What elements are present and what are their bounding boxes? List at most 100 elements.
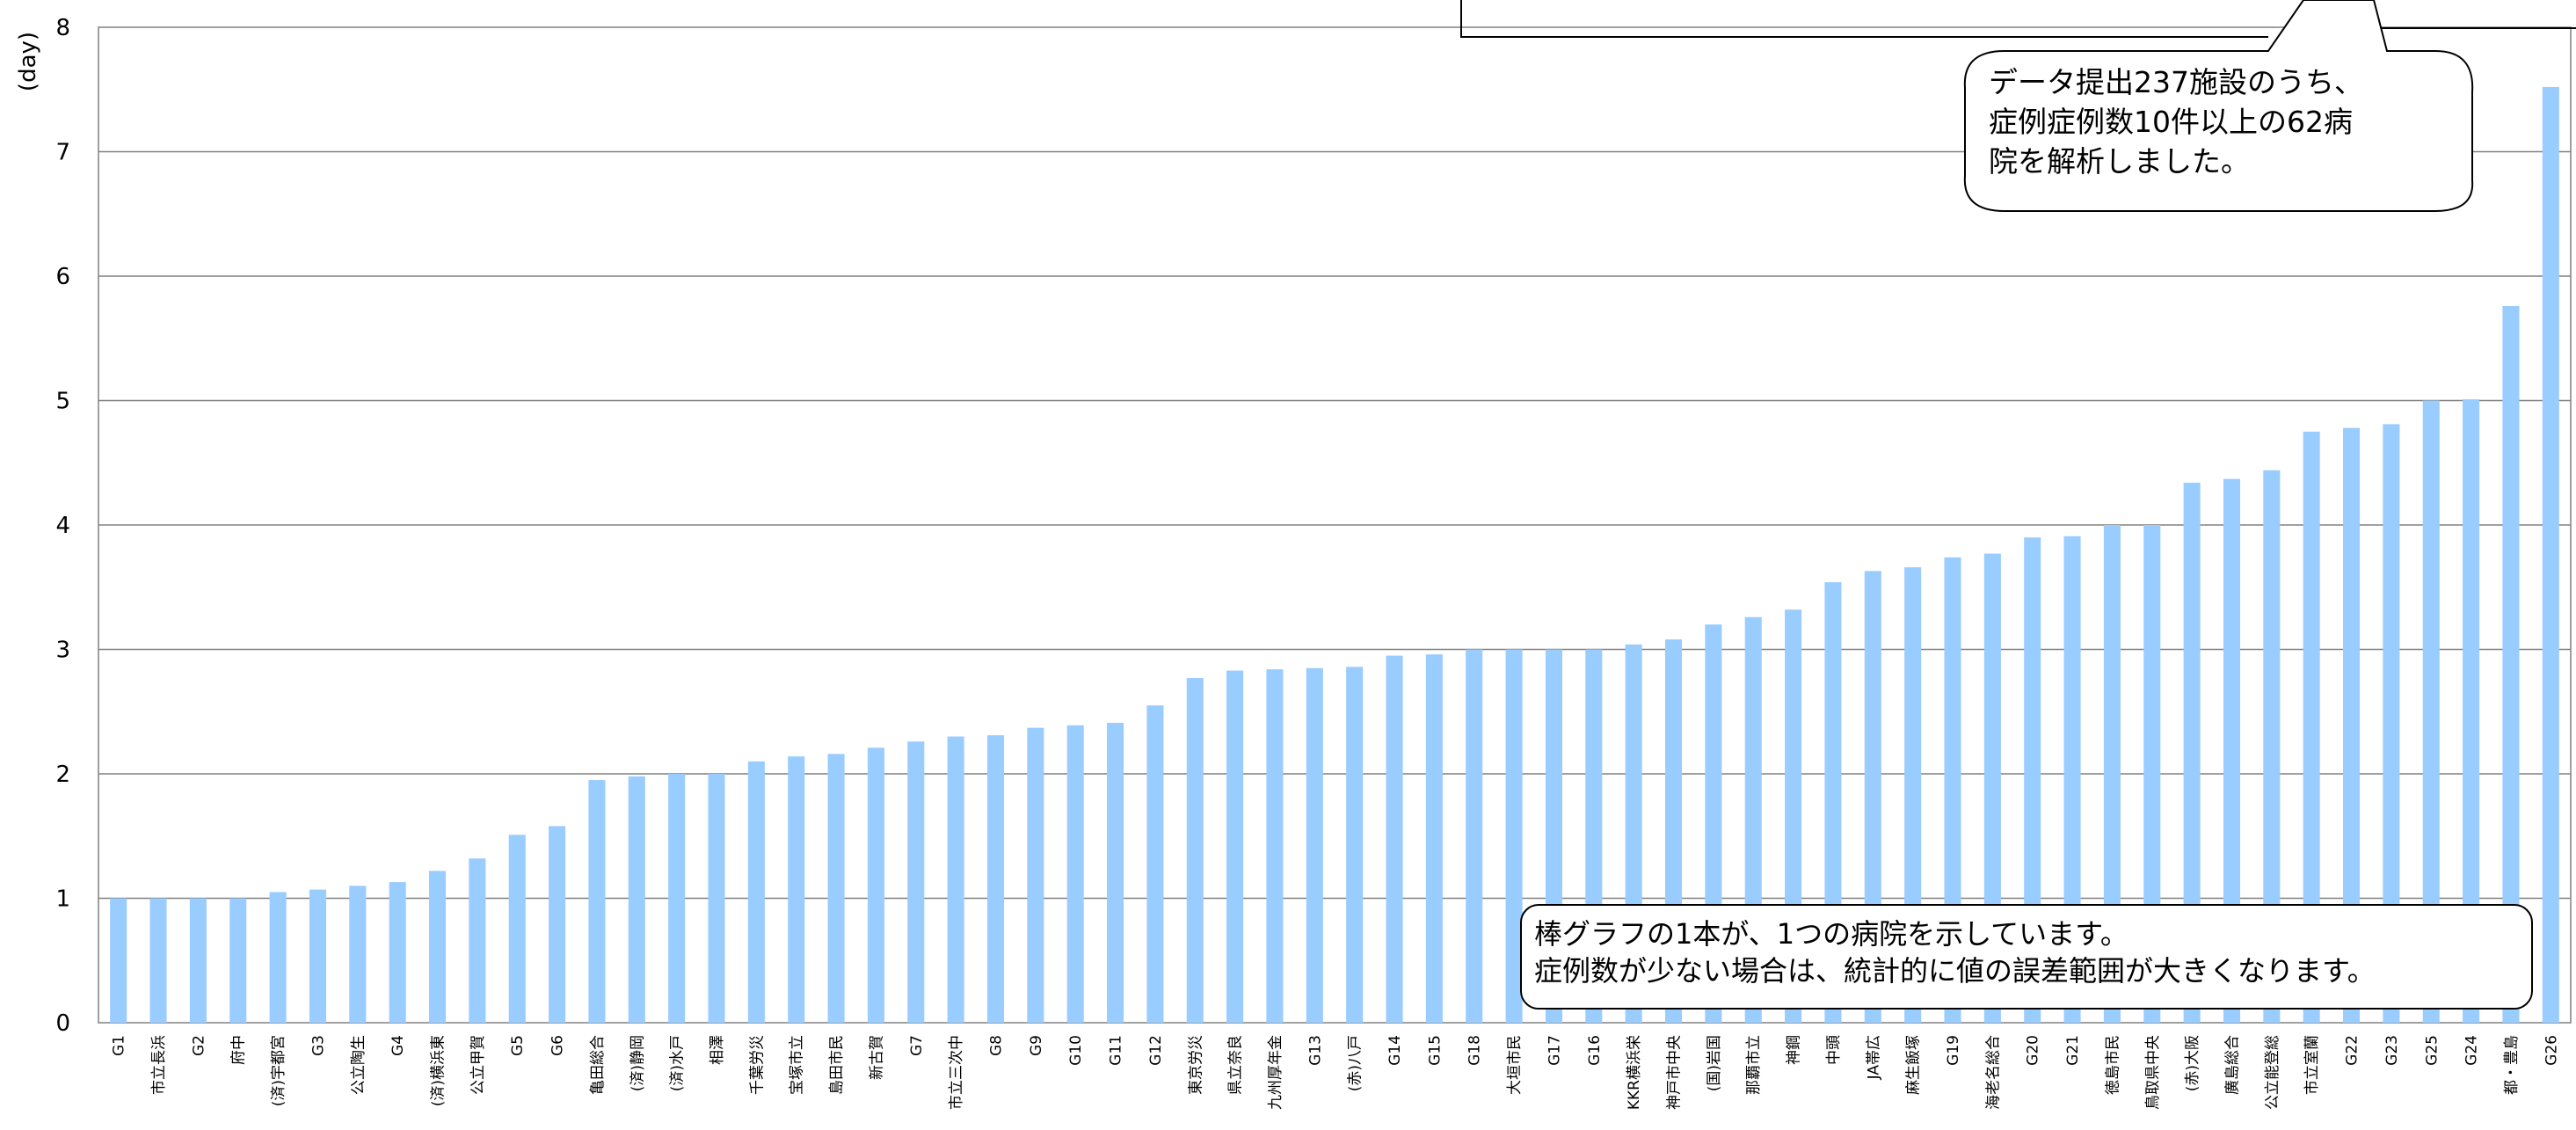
y-tick-label: 0 bbox=[55, 1010, 70, 1037]
x-tick-label: 那覇市立 bbox=[1745, 1035, 1763, 1095]
x-tick-label: 徳島市民 bbox=[2104, 1035, 2121, 1095]
x-tick-label: 神鋼 bbox=[1786, 1035, 1803, 1065]
x-tick-label: 府中 bbox=[230, 1035, 248, 1065]
gridlines bbox=[98, 150, 2571, 900]
callout-line-3: 院を解析しました。 bbox=[1989, 144, 2250, 179]
x-tick-label: G13 bbox=[1306, 1035, 1324, 1066]
bar bbox=[2502, 305, 2520, 1024]
x-tick-label: 市立長浜 bbox=[150, 1035, 168, 1095]
top-frame-fragment bbox=[1460, 0, 2576, 38]
x-tick-label: G20 bbox=[2025, 1035, 2042, 1066]
y-tick-label: 2 bbox=[55, 762, 70, 788]
bar bbox=[867, 747, 884, 1023]
x-tick-label: 神戸市中央 bbox=[1666, 1035, 1684, 1110]
callout-line-2: 症例数が少ない場合は、統計的に値の誤差範囲が大きくなります。 bbox=[1534, 954, 2376, 988]
x-axis-labels: G1 市立長浜 G2 府中 (済)宇都宮 G3 公立陶生 G4 (済)横浜東 公立甲賀 G5 G6 亀田… bbox=[111, 1035, 2561, 1110]
x-tick-label: (済)水戸 bbox=[669, 1035, 687, 1091]
x-tick-label: G21 bbox=[2064, 1035, 2082, 1066]
x-tick-label: G12 bbox=[1147, 1035, 1165, 1066]
y-tick-label: 3 bbox=[55, 638, 70, 664]
x-tick-label: G1 bbox=[111, 1035, 128, 1056]
callout-line-2: 症例症例数10件以上の62病 bbox=[1989, 105, 2353, 139]
bar bbox=[349, 886, 367, 1023]
x-tick-label: 公立能登総 bbox=[2264, 1035, 2281, 1110]
bar bbox=[1226, 670, 1244, 1023]
bar bbox=[2542, 86, 2559, 1023]
bar bbox=[788, 756, 805, 1023]
bar bbox=[827, 754, 845, 1023]
callout-total-facilities: データ提出237施設のうち、 症例症例数10件以上の62病 院を解析しました。 bbox=[1963, 0, 2474, 212]
x-tick-label: 公立甲賀 bbox=[469, 1035, 487, 1095]
x-tick-label: G16 bbox=[1586, 1035, 1604, 1066]
x-tick-label: G11 bbox=[1108, 1035, 1125, 1066]
x-tick-label: 市立三次中 bbox=[948, 1035, 965, 1110]
x-tick-label: G23 bbox=[2383, 1035, 2401, 1066]
bar bbox=[149, 898, 167, 1023]
bar bbox=[2143, 525, 2161, 1023]
bar bbox=[2063, 536, 2081, 1023]
y-tick-label: 4 bbox=[55, 513, 70, 539]
x-tick-label: 海老名総合 bbox=[1984, 1035, 2002, 1110]
x-tick-label: 麻生飯塚 bbox=[1905, 1035, 1923, 1095]
x-tick-label: G10 bbox=[1067, 1035, 1085, 1066]
bar bbox=[1186, 678, 1204, 1023]
x-tick-label: G8 bbox=[987, 1035, 1005, 1056]
x-tick-label: 島田市民 bbox=[828, 1035, 846, 1095]
bar bbox=[508, 835, 526, 1023]
x-tick-label: 市立室蘭 bbox=[2303, 1035, 2321, 1095]
x-tick-label: (国)岩国 bbox=[1706, 1035, 1723, 1091]
x-tick-label: (赤)八戸 bbox=[1347, 1035, 1364, 1091]
x-tick-label: G5 bbox=[509, 1035, 527, 1056]
x-tick-label: 県立奈良 bbox=[1227, 1035, 1245, 1095]
x-tick-label: 亀田総合 bbox=[589, 1035, 607, 1095]
x-tick-label: 千葉労災 bbox=[748, 1035, 766, 1095]
bar bbox=[229, 898, 247, 1023]
x-tick-label: 相澤 bbox=[709, 1035, 726, 1065]
callout-bar-explanation: 棒グラフの1本が、1つの病院を示しています。 症例数が少ない場合は、統計的に値の… bbox=[1520, 904, 2533, 1010]
y-tick-label: 5 bbox=[55, 389, 70, 415]
bar bbox=[986, 735, 1005, 1023]
bar bbox=[1306, 667, 1323, 1023]
y-axis-label: (day) bbox=[15, 32, 41, 91]
bar bbox=[1266, 669, 1284, 1023]
x-tick-label: 宝塚市立 bbox=[789, 1035, 806, 1095]
x-tick-label: G7 bbox=[908, 1035, 926, 1056]
x-tick-label: (済)横浜東 bbox=[430, 1035, 448, 1106]
x-tick-label: G9 bbox=[1028, 1035, 1045, 1056]
bar bbox=[1466, 649, 1483, 1023]
bar bbox=[2463, 399, 2480, 1024]
bar bbox=[668, 774, 686, 1023]
bar bbox=[588, 780, 606, 1023]
bar bbox=[469, 858, 486, 1023]
x-tick-label: 東京労災 bbox=[1187, 1035, 1204, 1095]
x-tick-label: G22 bbox=[2344, 1035, 2361, 1066]
y-tick-label: 6 bbox=[55, 264, 70, 290]
bar bbox=[1027, 727, 1044, 1023]
bar bbox=[309, 889, 326, 1023]
bar bbox=[2343, 427, 2361, 1023]
bar bbox=[1505, 649, 1523, 1023]
x-tick-label: G14 bbox=[1386, 1035, 1404, 1066]
x-tick-label: G18 bbox=[1466, 1035, 1484, 1066]
bar bbox=[2223, 478, 2241, 1023]
bar bbox=[2103, 525, 2121, 1023]
x-tick-label: 九州厚年金 bbox=[1267, 1035, 1284, 1110]
x-tick-label: G2 bbox=[190, 1035, 207, 1056]
x-tick-label: G15 bbox=[1426, 1035, 1444, 1066]
bars bbox=[110, 86, 2559, 1024]
bar bbox=[907, 741, 925, 1023]
bar bbox=[549, 826, 566, 1023]
plot-area-border bbox=[98, 26, 2572, 1024]
bar bbox=[747, 761, 765, 1023]
bar bbox=[428, 871, 447, 1023]
callout-bubble bbox=[1963, 0, 2474, 212]
x-tick-label: 公立陶生 bbox=[350, 1035, 367, 1095]
x-tick-label: JA帯広 bbox=[1865, 1035, 1882, 1080]
bar bbox=[947, 736, 964, 1023]
x-tick-label: G24 bbox=[2463, 1035, 2481, 1066]
x-tick-label: 鳥取県中央 bbox=[2144, 1035, 2162, 1110]
x-tick-label: G19 bbox=[1945, 1035, 1962, 1066]
y-tick-label: 7 bbox=[55, 140, 70, 166]
x-tick-label: (済)宇都宮 bbox=[270, 1035, 287, 1106]
bar bbox=[2383, 424, 2400, 1023]
